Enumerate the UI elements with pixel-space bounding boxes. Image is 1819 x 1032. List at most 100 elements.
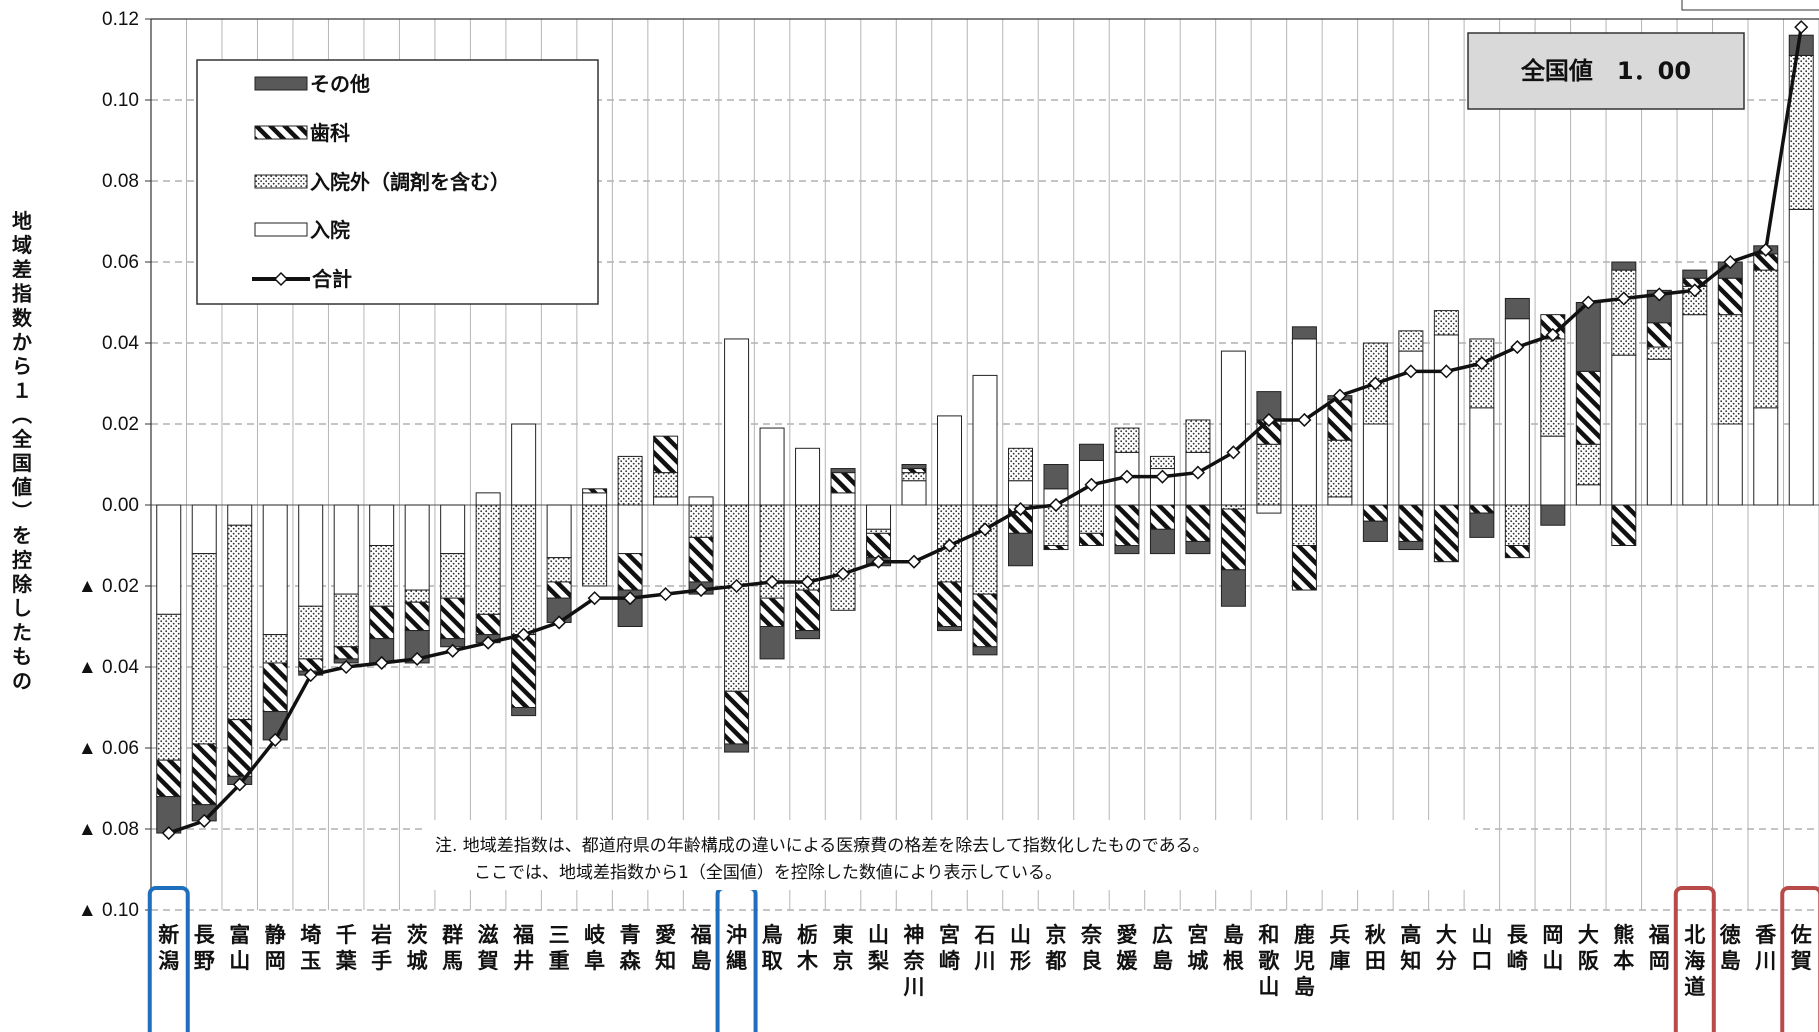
bar-dental [688,536,714,583]
bar-other [1362,520,1388,542]
bar-inpatient [1611,354,1637,506]
bar-dental [1149,504,1175,530]
legend: その他 歯科 入院外（調剤を含む） 入院 合計 [196,59,599,305]
bar-other [1185,540,1211,555]
bar-dental [1433,504,1459,563]
bar-inpatient [1362,423,1388,506]
x-tick-label: 神奈川 [903,923,926,999]
total-point [658,587,673,602]
bar-dental [724,690,750,745]
legend-label-other: その他 [310,72,370,96]
bar-inpatient [724,338,750,506]
x-tick-label: 京都 [1044,923,1066,973]
total-point [410,651,425,666]
bar-other [1078,443,1104,461]
x-tick-label: 福島 [690,923,712,973]
note-line-2: ここでは、地域差指数から1（全国値）を控除した数値により表示している。 [474,863,1062,883]
bar-inpatient [1682,314,1708,506]
bar-inpatient [901,480,927,506]
bar-inpatient [972,374,998,506]
bar-inpatient [653,496,679,506]
bar-inpatient [298,504,324,607]
x-tick-label: 石川 [974,923,996,973]
bar-other [795,630,821,640]
note: 注. 地域差指数は、都道府県の年齢構成の違いによる医療費の格差を除去して指数化し… [425,820,1475,890]
bar-inpatient [1007,480,1033,506]
bar-dental [475,613,501,636]
x-tick-label: 広島 [1152,923,1173,973]
bar-dental [1398,504,1424,542]
y-tick-label: ▲ 0.08 [78,819,139,840]
y-tick-label: ▲ 0.04 [78,657,139,678]
bar-outpatient [333,593,359,648]
total-point [1084,477,1099,492]
x-tick-label: 秋田 [1365,923,1387,973]
highlight-box [147,886,190,1032]
bar-inpatient [617,504,643,555]
y-tick-label: 0.06 [102,252,139,273]
x-tick-label: 大阪 [1578,923,1600,973]
highlight-box [1780,886,1819,1032]
total-point [552,615,567,630]
bar-outpatient [1114,427,1140,453]
total-point [1581,295,1596,310]
legend-label-inpatient: 入院 [310,218,350,242]
total-point [268,732,283,747]
bar-outpatient [1078,504,1104,534]
bar-inpatient [475,492,501,506]
bar-outpatient [1611,269,1637,356]
x-tick-label: 滋賀 [477,923,499,973]
total-point [1403,364,1418,379]
bar-dental [1469,504,1495,514]
x-tick-label: 静岡 [265,923,286,973]
x-tick-label: 福井 [512,923,534,973]
bar-dental [617,553,643,591]
total-point [161,825,176,841]
bar-inpatient [369,504,395,546]
bar-other [759,626,785,660]
legend-label-outpatient: 入院外（調剤を含む） [310,170,510,194]
bar-other [1398,540,1424,551]
bar-inpatient [191,504,217,555]
total-point [374,655,389,671]
total-point [1297,412,1312,428]
bar-other [937,626,963,632]
total-point [303,668,318,683]
legend-swatch-inpatient [254,222,308,237]
bar-outpatient [191,553,217,745]
x-tick-label: 大分 [1436,923,1457,973]
bar-outpatient [1540,338,1566,437]
bar-dental [1717,277,1743,316]
y-tick-label: 0.00 [102,495,139,516]
x-tick-label: 奈良 [1080,923,1103,973]
bar-dental [1327,399,1353,441]
bar-outpatient [972,504,998,595]
bar-dental [191,743,217,806]
bar-outpatient [653,472,679,498]
bar-inpatient [156,504,182,615]
x-tick-label: 鹿児島 [1293,923,1315,999]
x-tick-label: 兵庫 [1329,923,1350,973]
total-point [1261,412,1276,428]
bar-outpatient [1753,269,1779,409]
x-tick-label: 愛媛 [1115,923,1138,973]
bar-inpatient [937,415,963,506]
bar-dental [901,468,927,474]
y-tick-label: 0.02 [102,414,139,435]
x-tick-label: 佐賀 [1790,923,1812,973]
bar-other [1007,532,1033,567]
total-point [1545,327,1560,342]
bar-outpatient [1362,342,1388,425]
bar-inpatient [1256,504,1282,514]
bar-outpatient [901,472,927,482]
bar-dental [404,601,430,632]
bar-inpatient [830,492,856,506]
bar-outpatient [511,504,537,636]
x-tick-label: 北海道 [1684,923,1705,999]
x-tick-label: 和歌山 [1258,923,1280,999]
y-tick-label: 0.08 [102,171,139,192]
x-tick-label: 熊本 [1613,923,1634,973]
bar-outpatient [1398,330,1424,352]
bar-inpatient [688,496,714,506]
total-point [1758,242,1773,257]
